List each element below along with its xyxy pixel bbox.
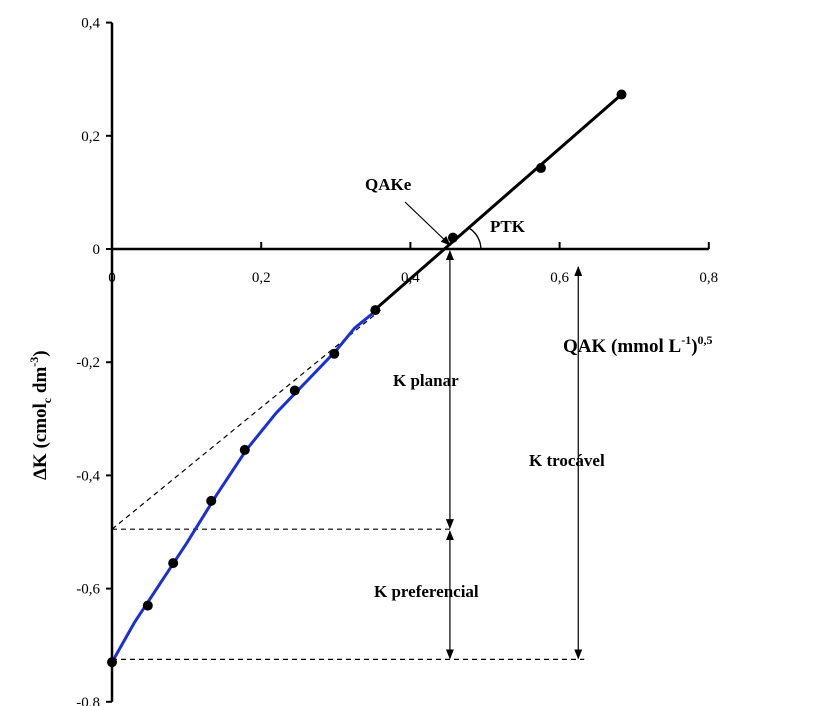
data-point — [168, 558, 179, 569]
y-title-sup: -3 — [27, 357, 41, 367]
guide-lines-layer — [111, 250, 585, 660]
qake-arrow — [404, 201, 451, 246]
y-axis-title: ΔK (cmolc dm-3) — [27, 350, 54, 480]
y-title-main: ΔK (cmol — [30, 403, 51, 480]
x-title-close: ) — [691, 336, 697, 357]
data-point — [616, 89, 627, 100]
y-tick-label: -0,2 — [76, 355, 100, 371]
data-point — [142, 600, 153, 611]
x-tick-label: 0,6 — [550, 270, 569, 286]
data-point — [447, 232, 458, 243]
k-trocavel-label: K trocável — [529, 451, 605, 470]
y-tick-label: 0 — [93, 242, 101, 258]
x-tick-label: 0 — [108, 270, 116, 286]
y-title-close: ) — [30, 350, 51, 356]
fitted-curve — [110, 308, 378, 663]
data-point — [239, 444, 250, 455]
k-preferencial-label: K preferencial — [374, 582, 479, 601]
data-point — [370, 305, 381, 316]
x-title-sup2: 0,5 — [698, 333, 713, 347]
data-point — [206, 495, 217, 506]
data-point — [107, 657, 117, 668]
x-tick-label: 0,2 — [252, 270, 271, 286]
ptk-angle-arc — [468, 227, 482, 250]
data-point — [329, 348, 340, 359]
y-tick-label: 0,4 — [81, 16, 100, 32]
x-axis-title: QAK (mmol L-1)0,5 — [563, 333, 713, 357]
y-tick-label: -0,6 — [76, 582, 100, 598]
data-point — [289, 385, 300, 396]
ticks-layer: 0,40,20-0,2-0,4-0,6-0,800,20,40,60,8 — [76, 16, 718, 706]
ptk-label: PTK — [490, 217, 526, 236]
k-planar-label: K planar — [393, 371, 459, 390]
y-tick-label: 0,2 — [81, 129, 100, 145]
x-tick-label: 0,8 — [699, 270, 718, 286]
linear-fit-line — [372, 93, 623, 313]
y-title-unit: dm — [30, 367, 51, 398]
data-point — [535, 163, 546, 174]
extrapolation-line — [111, 309, 381, 530]
y-title-sub: c — [40, 397, 54, 403]
x-title-main: QAK (mmol L — [563, 336, 681, 357]
y-tick-label: -0,4 — [76, 468, 100, 484]
y-tick-label: -0,8 — [76, 695, 100, 706]
qake-label: QAKe — [365, 175, 412, 194]
x-title-sup1: -1 — [681, 333, 691, 347]
